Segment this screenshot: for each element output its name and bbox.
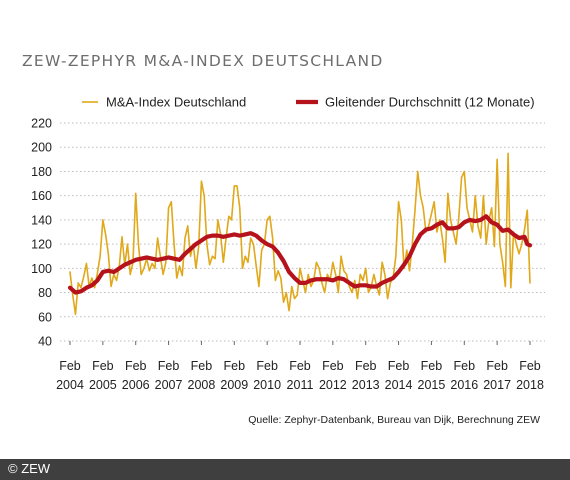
x-tick-label-year: 2018 [516, 378, 544, 392]
source-note: Quelle: Zephyr-Datenbank, Bureau van Dij… [248, 414, 540, 426]
legend-label: Gleitender Durchschnitt (12 Monate) [325, 95, 535, 110]
x-tick-label-month: Feb [191, 359, 213, 373]
moving-average-series-line [67, 214, 533, 295]
x-tick-label-year: 2007 [155, 378, 183, 392]
x-tick-label-year: 2011 [287, 378, 314, 392]
y-tick-label: 140 [31, 213, 52, 227]
x-tick-label-year: 2009 [220, 378, 248, 392]
legend: M&A-Index Deutschland Gleitender Durchsch… [82, 95, 535, 110]
y-tick-label: 160 [31, 189, 52, 203]
x-tick-label-year: 2013 [352, 378, 380, 392]
legend-label: M&A-Index Deutschland [106, 95, 246, 110]
x-tick-label-month: Feb [421, 359, 443, 373]
x-tick-label-year: 2016 [450, 378, 478, 392]
x-tick-label-year: 2008 [188, 378, 216, 392]
y-tick-label: 200 [31, 141, 52, 155]
x-axis-tick-labels: Feb 2004 Feb 2005 Feb 2006 Feb 2007 Feb 2008 Feb 20… [56, 341, 544, 392]
x-tick-label-month: Feb [289, 359, 311, 373]
x-tick-label-month: Feb [355, 359, 377, 373]
y-tick-label: 100 [31, 262, 52, 276]
y-tick-label: 80 [38, 286, 52, 300]
copyright-notice: © ZEW [8, 461, 51, 476]
x-tick-label-year: 2005 [89, 378, 117, 392]
x-tick-label-year: 2012 [319, 378, 347, 392]
x-tick-label-year: 2006 [122, 378, 150, 392]
x-tick-label-month: Feb [486, 359, 508, 373]
x-tick-label-year: 2017 [483, 378, 511, 392]
x-tick-label-month: Feb [92, 359, 114, 373]
y-axis-tick-labels: 40 60 80 100 120 140 160 180 200 220 [31, 117, 52, 349]
footer-bar: © ZEW [0, 459, 570, 480]
x-tick-label-year: 2015 [418, 378, 446, 392]
chart-plot: 40 60 80 100 120 140 160 180 200 220 Feb 2004 Feb 20… [31, 95, 545, 426]
x-tick-label-month: Feb [224, 359, 246, 373]
x-tick-label-month: Feb [454, 359, 476, 373]
x-tick-label-month: Feb [519, 359, 541, 373]
y-tick-label: 40 [38, 335, 52, 349]
x-tick-label-month: Feb [125, 359, 147, 373]
x-tick-label-month: Feb [388, 359, 410, 373]
x-tick-label-month: Feb [59, 359, 81, 373]
x-tick-label-year: 2004 [56, 378, 84, 392]
index-series-line [69, 152, 531, 316]
y-tick-label: 180 [31, 165, 52, 179]
x-tick-label-year: 2010 [253, 378, 281, 392]
x-tick-label-month: Feb [158, 359, 180, 373]
x-tick-label-month: Feb [322, 359, 344, 373]
chart-title: ZEW-ZEPHYR M&A-INDEX DEUTSCHLAND [22, 52, 384, 70]
y-tick-label: 220 [31, 117, 52, 131]
series-lines [67, 152, 533, 316]
x-tick-label-year: 2014 [385, 378, 413, 392]
x-tick-label-month: Feb [256, 359, 278, 373]
y-tick-label: 60 [38, 310, 52, 324]
y-tick-label: 120 [31, 238, 52, 252]
